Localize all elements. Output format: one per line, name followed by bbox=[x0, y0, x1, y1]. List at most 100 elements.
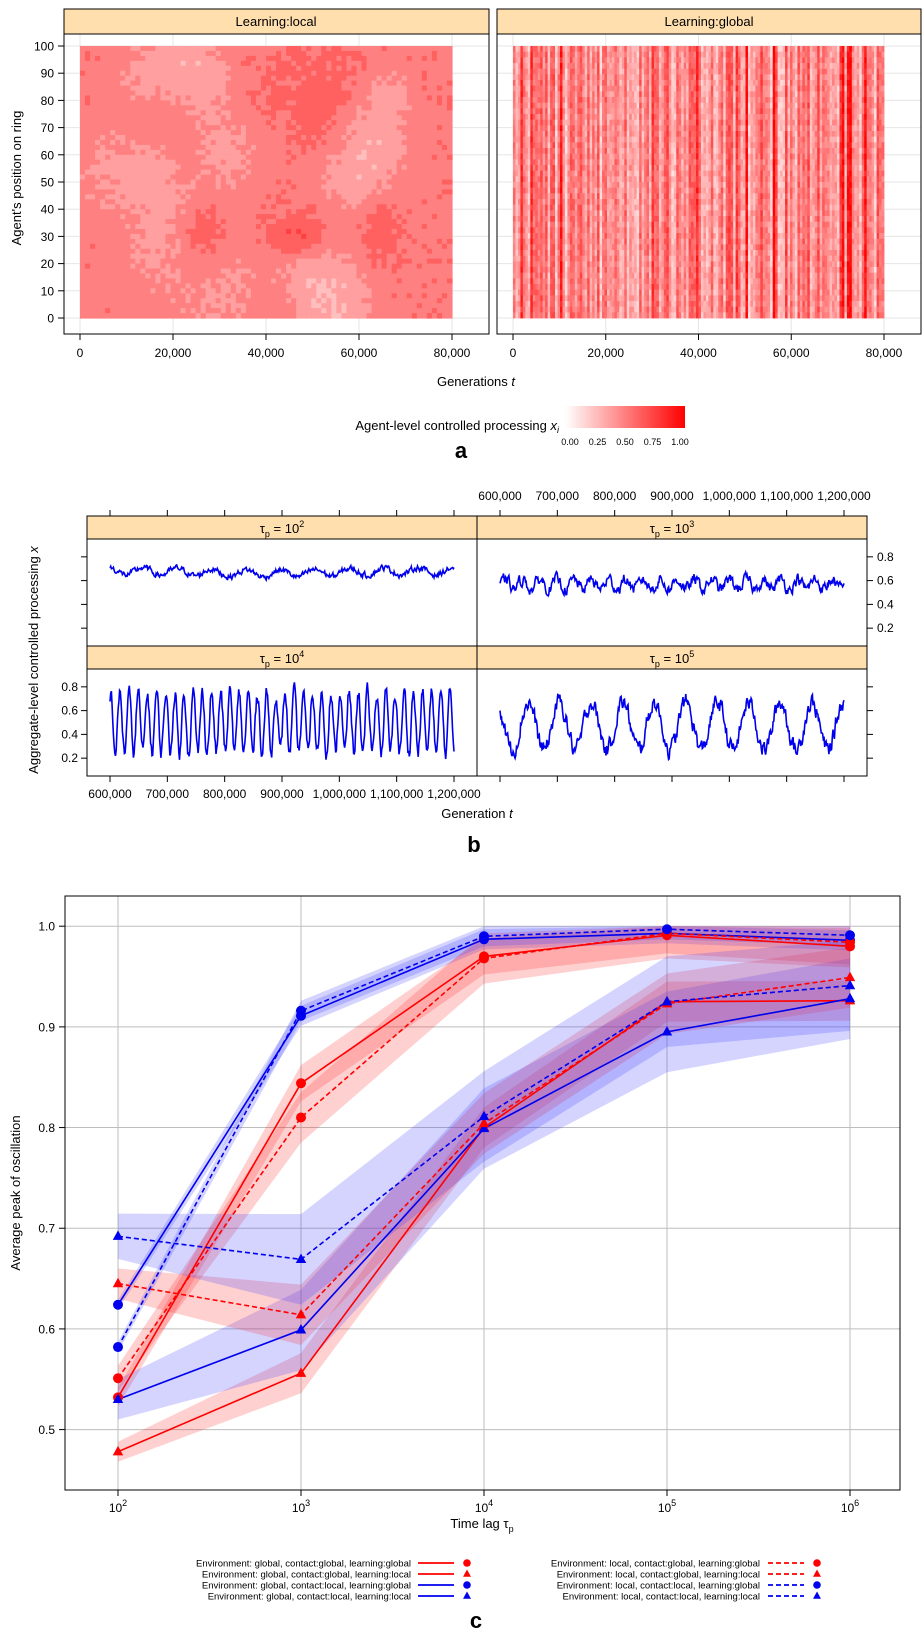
heatmap-cell bbox=[115, 95, 121, 101]
heatmap-cell bbox=[552, 74, 556, 81]
heatmap-cell bbox=[396, 268, 403, 275]
heatmap-cell bbox=[150, 273, 157, 280]
heatmap-cell bbox=[532, 142, 536, 149]
heatmap-cell bbox=[110, 164, 116, 171]
heatmap-cell bbox=[401, 85, 408, 92]
heatmap-cell bbox=[421, 50, 428, 57]
heatmap-cell bbox=[371, 174, 378, 181]
heatmap-cell bbox=[130, 174, 136, 181]
heatmap-cell bbox=[321, 95, 327, 101]
heatmap-cell bbox=[85, 70, 91, 77]
heatmap-cell bbox=[215, 224, 222, 230]
heatmap-cell bbox=[520, 85, 524, 92]
heatmap-cell bbox=[532, 306, 536, 313]
heatmap-cell bbox=[105, 248, 111, 255]
heatmap-cell bbox=[160, 85, 167, 92]
heatmap-cell bbox=[532, 68, 536, 75]
heatmap-cell bbox=[401, 204, 408, 210]
heatmap-cell bbox=[522, 51, 526, 58]
heatmap-cell bbox=[441, 130, 448, 136]
heatmap-cell bbox=[522, 187, 526, 194]
heatmap-cell bbox=[401, 95, 408, 101]
heatmap-cell bbox=[386, 313, 393, 319]
heatmap-cell bbox=[441, 144, 448, 151]
heatmap-cell bbox=[255, 164, 262, 171]
heatmap-cell bbox=[376, 120, 383, 126]
heatmap-cell bbox=[125, 179, 131, 186]
heatmap-cell bbox=[200, 149, 207, 156]
heatmap-cell bbox=[326, 50, 332, 57]
heatmap-cell bbox=[532, 238, 536, 245]
heatmap-cell bbox=[391, 149, 398, 156]
heatmap-cell bbox=[351, 90, 358, 97]
heatmap-cell bbox=[530, 216, 534, 223]
heatmap-cell bbox=[346, 164, 353, 171]
heatmap-cell bbox=[125, 159, 131, 166]
heatmap-cell bbox=[140, 95, 146, 101]
heatmap-cell bbox=[311, 135, 317, 141]
heatmap-cell bbox=[291, 100, 297, 106]
heatmap-cell bbox=[517, 244, 521, 251]
heatmap-cell bbox=[306, 238, 312, 245]
heatmap-cell bbox=[376, 55, 383, 62]
heatmap-cell bbox=[386, 174, 393, 181]
heatmap-cell bbox=[535, 244, 539, 251]
heatmap-cell bbox=[321, 194, 327, 200]
heatmap-cell bbox=[266, 75, 272, 82]
heatmap-cell bbox=[100, 204, 106, 210]
heatmap-cell bbox=[195, 125, 202, 131]
heatmap-cell bbox=[421, 214, 428, 220]
heatmap-cell bbox=[311, 159, 317, 166]
heatmap-cell bbox=[527, 221, 531, 228]
heatmap-cell bbox=[150, 283, 157, 289]
heatmap-cell bbox=[532, 51, 536, 58]
heatmap-cell bbox=[331, 95, 337, 101]
heatmap-cell bbox=[250, 288, 257, 294]
heatmap-cell bbox=[381, 298, 388, 304]
heatmap-cell bbox=[545, 227, 549, 234]
heatmap-cell bbox=[140, 179, 146, 186]
heatmap-cell bbox=[155, 55, 162, 62]
heatmap-cell bbox=[540, 312, 544, 319]
heatmap-cell bbox=[550, 312, 553, 319]
heatmap-cell bbox=[281, 238, 287, 245]
heatmap-cell bbox=[431, 65, 438, 72]
heatmap-cell bbox=[170, 293, 177, 299]
heatmap-cell bbox=[431, 243, 438, 250]
heatmap-cell bbox=[396, 139, 403, 146]
heatmap-cell bbox=[175, 105, 182, 111]
heatmap-cell bbox=[416, 224, 423, 230]
heatmap-cell bbox=[550, 108, 553, 115]
heatmap-cell bbox=[517, 102, 521, 109]
heatmap-cell bbox=[215, 303, 222, 309]
heatmap-cell bbox=[140, 65, 146, 72]
heatmap-cell bbox=[356, 263, 363, 270]
heatmap-cell bbox=[235, 80, 242, 87]
heatmap-cell bbox=[250, 313, 257, 319]
heatmap-cell bbox=[535, 182, 539, 189]
heatmap-cell bbox=[306, 233, 312, 240]
heatmap-cell bbox=[215, 204, 222, 210]
heatmap-cell bbox=[411, 60, 418, 67]
heatmap-cell bbox=[115, 184, 121, 191]
heatmap-cell bbox=[225, 268, 232, 275]
heatmap-cell bbox=[446, 139, 453, 146]
heatmap-cell bbox=[195, 95, 202, 101]
heatmap-cell bbox=[532, 74, 536, 81]
heatmap-cell bbox=[311, 174, 317, 181]
heatmap-cell bbox=[316, 159, 322, 166]
heatmap-cell bbox=[245, 139, 252, 146]
heatmap-cell bbox=[105, 184, 111, 191]
heatmap-cell bbox=[271, 263, 277, 270]
heatmap-cell bbox=[321, 85, 327, 92]
heatmap-cell bbox=[311, 238, 317, 245]
heatmap-cell bbox=[185, 199, 192, 205]
heatmap-cell bbox=[540, 74, 544, 81]
heatmap-cell bbox=[215, 243, 222, 250]
heatmap-cell bbox=[210, 214, 217, 220]
heatmap-cell bbox=[80, 139, 86, 146]
heatmap-cell bbox=[105, 65, 111, 72]
heatmap-cell bbox=[165, 313, 172, 319]
heatmap-cell bbox=[401, 263, 408, 270]
heatmap-cell bbox=[306, 228, 312, 235]
